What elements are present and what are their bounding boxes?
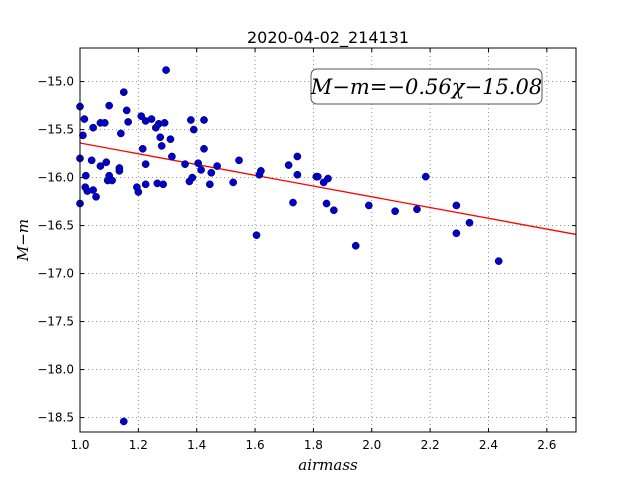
x-tick-label: 1.2 xyxy=(129,438,148,452)
y-tick-label: −16.5 xyxy=(37,219,74,233)
data-point xyxy=(293,152,302,161)
data-point xyxy=(168,152,176,161)
x-tick-label: 2.4 xyxy=(479,438,498,452)
data-point xyxy=(452,229,461,238)
y-tick-label: −15.0 xyxy=(37,75,74,89)
data-point xyxy=(138,144,147,153)
data-point xyxy=(159,180,168,189)
data-point xyxy=(187,116,195,124)
data-point xyxy=(87,156,96,165)
data-point xyxy=(156,133,165,142)
data-point xyxy=(181,160,189,169)
data-point xyxy=(189,125,198,134)
data-point xyxy=(81,171,90,180)
y-tick-label: −18.0 xyxy=(37,363,74,377)
equation-box xyxy=(310,68,543,105)
data-point xyxy=(89,186,97,194)
data-point xyxy=(205,180,214,189)
y-tick-label: −17.5 xyxy=(37,315,74,329)
x-tick-label: 1.0 xyxy=(70,438,89,452)
fit-line xyxy=(79,142,577,236)
data-point xyxy=(160,119,169,127)
data-point xyxy=(102,158,111,167)
y-tick-label: −17.0 xyxy=(37,267,74,281)
data-point xyxy=(313,172,322,181)
chart-title: 2020-04-02_214131 xyxy=(247,28,409,48)
data-point xyxy=(252,231,261,240)
data-point xyxy=(92,192,100,201)
data-point xyxy=(229,178,238,187)
data-point xyxy=(122,106,131,115)
data-point xyxy=(194,159,203,168)
data-point xyxy=(284,161,293,169)
x-axis-ticks: 1.0 1.2 1.4 1.6 1.8 2.0 2.2 2.4 2.6 xyxy=(70,48,556,452)
data-point xyxy=(413,205,421,214)
data-point xyxy=(364,201,373,210)
data-point xyxy=(79,131,87,140)
data-point xyxy=(89,123,97,132)
data-points xyxy=(76,66,503,426)
data-point xyxy=(213,162,221,170)
data-point xyxy=(166,135,175,144)
data-point xyxy=(119,88,128,97)
x-tick-label: 2.2 xyxy=(421,438,440,452)
data-point xyxy=(105,101,114,110)
y-tick-label: −18.5 xyxy=(37,411,74,425)
data-point xyxy=(141,180,150,189)
data-point xyxy=(141,160,150,169)
data-point xyxy=(207,168,216,177)
data-point xyxy=(162,66,170,74)
data-point xyxy=(157,142,166,150)
data-point xyxy=(197,166,205,174)
x-tick-label: 2.6 xyxy=(537,438,556,452)
y-axis-label: M−m xyxy=(14,219,32,262)
plot-area xyxy=(80,48,576,432)
data-point xyxy=(188,173,197,182)
data-point xyxy=(80,115,89,123)
data-point xyxy=(289,198,297,207)
x-tick-label: 1.6 xyxy=(246,438,265,452)
data-point xyxy=(96,162,105,170)
x-tick-label: 1.8 xyxy=(304,438,323,452)
data-point xyxy=(465,218,474,227)
data-point xyxy=(147,115,156,123)
fit-line-group xyxy=(79,142,577,236)
data-point xyxy=(116,129,125,138)
x-tick-label: 2.0 xyxy=(362,438,381,452)
data-point xyxy=(124,118,132,126)
data-point xyxy=(494,257,503,265)
data-point xyxy=(100,119,109,127)
y-tick-label: −15.5 xyxy=(37,123,74,137)
data-point xyxy=(200,116,208,124)
data-point xyxy=(324,174,332,183)
data-point xyxy=(108,176,116,185)
y-axis-ticks: −15.0 −15.5 −16.0 −16.5 −17.0 −17.5 −18.0 −18.5 xyxy=(37,75,576,425)
x-axis-label: airmass xyxy=(298,456,358,474)
data-point xyxy=(329,206,338,215)
data-point xyxy=(322,199,331,208)
data-point xyxy=(293,170,302,179)
data-point xyxy=(257,167,265,175)
data-point xyxy=(391,207,399,216)
data-point xyxy=(115,167,124,175)
plot-frame xyxy=(79,47,577,433)
x-tick-label: 1.4 xyxy=(187,438,206,452)
data-point xyxy=(351,241,360,250)
data-point xyxy=(200,144,208,153)
equation-annotation: M−m=−0.56χ−15.08 xyxy=(310,75,542,99)
y-tick-label: −16.0 xyxy=(37,171,74,185)
data-point xyxy=(137,112,146,121)
data-point xyxy=(421,172,430,181)
data-point xyxy=(235,156,243,165)
data-point xyxy=(452,201,461,210)
data-point xyxy=(119,417,128,426)
data-point xyxy=(134,188,143,196)
